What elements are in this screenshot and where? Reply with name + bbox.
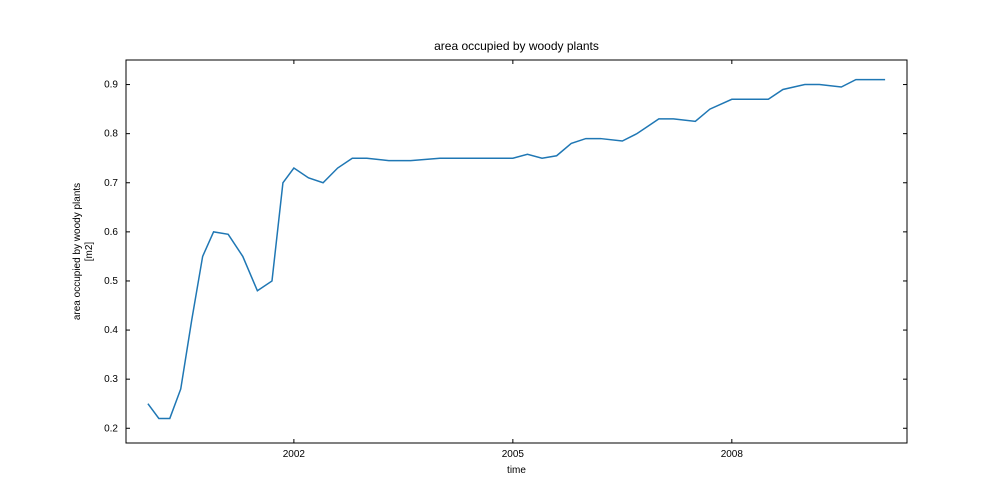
y-tick-label: 0.2 <box>104 423 118 434</box>
y-tick-label: 0.9 <box>104 80 118 91</box>
line-chart: 2002 2005 2008 0.2 0.3 0.4 0.5 0.6 0.7 0.8 0.9 ar… <box>0 0 1008 504</box>
plot-border <box>126 60 907 443</box>
y-axis-label: area occupied by woody plants[m2] <box>72 183 95 320</box>
data-line <box>148 80 885 419</box>
y-tick-label: 0.7 <box>104 178 118 189</box>
y-tick-label: 0.3 <box>104 374 118 385</box>
x-axis-label: time <box>507 465 526 476</box>
y-tick-label: 0.8 <box>104 129 118 140</box>
y-tick-label: 0.5 <box>104 276 118 287</box>
y-tick-label: 0.6 <box>104 227 118 238</box>
x-tick-label: 2002 <box>283 449 306 460</box>
x-tick-label: 2005 <box>502 449 525 460</box>
y-tick-label: 0.4 <box>104 325 118 336</box>
y-axis-ticks: 0.2 0.3 0.4 0.5 0.6 0.7 0.8 0.9 <box>104 80 907 435</box>
x-axis-ticks: 2002 2005 2008 <box>283 60 744 460</box>
chart-title: area occupied by woody plants <box>434 39 599 53</box>
chart-container: 2002 2005 2008 0.2 0.3 0.4 0.5 0.6 0.7 0.8 0.9 ar… <box>0 0 1008 504</box>
x-tick-label: 2008 <box>721 449 744 460</box>
